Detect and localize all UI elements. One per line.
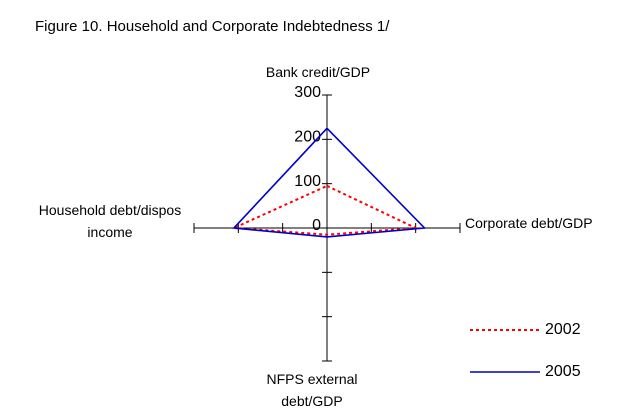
axis-label: Household debt/dispos income xyxy=(38,202,182,240)
series-line xyxy=(232,127,427,238)
axis-label: Corporate debt/GDP xyxy=(465,215,593,231)
tick-label: 100 xyxy=(294,173,321,190)
axis-label: NFPS external debt/GDP xyxy=(266,371,358,409)
tick-label: 0 xyxy=(312,217,321,234)
legend-label: 2005 xyxy=(545,363,581,380)
legend-label: 2002 xyxy=(545,321,581,338)
chart-title: Figure 10. Household and Corporate Indeb… xyxy=(35,18,390,35)
tick-label: 200 xyxy=(294,129,321,146)
series-line xyxy=(233,184,420,236)
axis-label: Bank credit/GDP xyxy=(265,64,371,80)
tick-label: 300 xyxy=(294,84,321,101)
